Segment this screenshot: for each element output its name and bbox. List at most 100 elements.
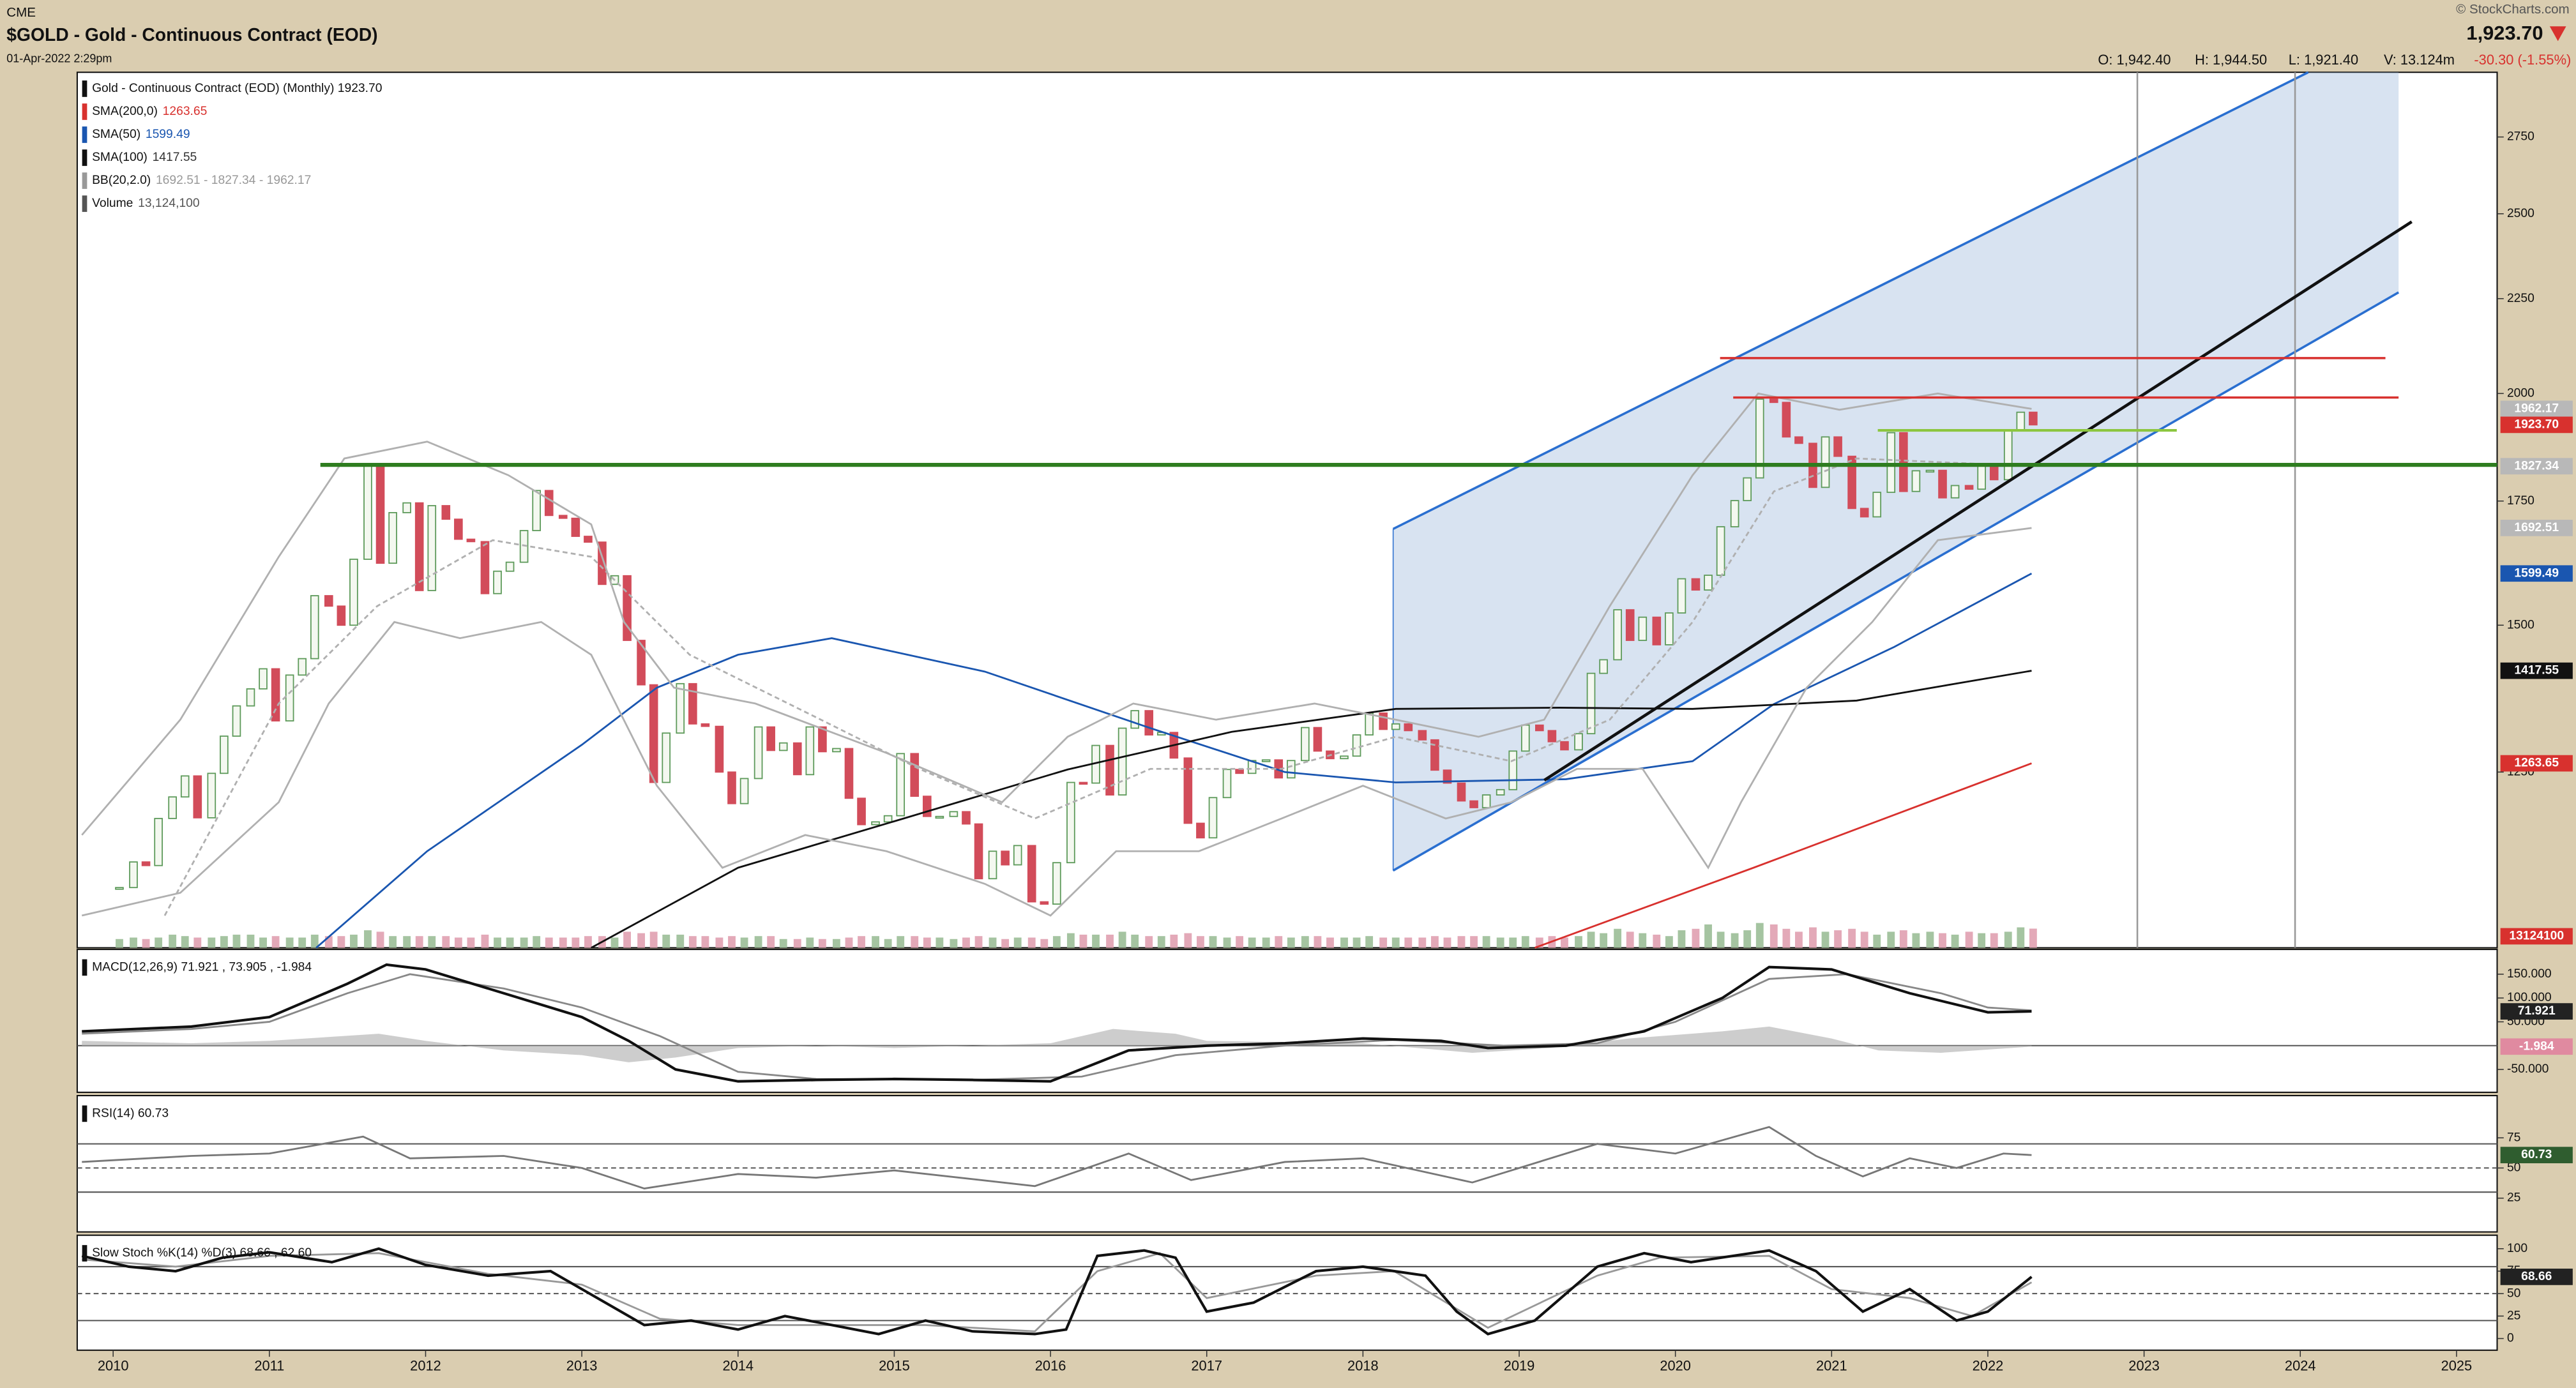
volume-bar [324, 936, 333, 948]
y-tick-label: 1500 [2507, 618, 2534, 631]
legend-value: 1263.65 [163, 105, 208, 118]
x-tick-label: 2022 [1973, 1357, 2004, 1373]
candle [193, 775, 202, 818]
volume-bar [688, 936, 697, 948]
volume-bar [415, 936, 423, 948]
x-tick-label: 2013 [566, 1357, 598, 1373]
volume-bar [1951, 934, 1959, 948]
candle [598, 541, 607, 585]
volume-bar [1340, 937, 1348, 948]
candle [754, 726, 763, 780]
legend-swatch [82, 172, 87, 189]
candle [1899, 432, 1908, 492]
copyright: © StockCharts.com [2456, 2, 2570, 17]
exchange: CME [6, 5, 36, 20]
volume-bar [1626, 932, 1634, 948]
volume-bar [1834, 930, 1842, 948]
candle [832, 748, 841, 753]
candle [129, 861, 138, 889]
volume-bar [793, 939, 801, 948]
volume-bar [2017, 927, 2025, 948]
volume-bar [754, 936, 762, 948]
x-tick-label: 2010 [98, 1357, 129, 1373]
candle [1547, 730, 1557, 743]
volume-bar [1052, 936, 1061, 948]
change: -30.30 (-1.55%) [2474, 52, 2571, 68]
indicator-line [81, 527, 2032, 917]
candle [220, 735, 229, 774]
y-tick-label: 0 [2507, 1332, 2514, 1345]
candle [259, 668, 268, 690]
value-box [2500, 1147, 2573, 1163]
value-box [2500, 520, 2573, 536]
volume-bar [1223, 937, 1231, 948]
volume-bar [155, 937, 163, 948]
candle [1418, 730, 1427, 741]
y-tick-label: 25 [2507, 1191, 2520, 1205]
candle [1222, 769, 1232, 799]
candle [584, 536, 593, 543]
symbol-title: $GOLD - Gold - Continuous Contract (EOD) [6, 24, 377, 45]
candle [676, 683, 685, 734]
volume-bar [845, 937, 853, 948]
candle [766, 726, 775, 751]
indicator-line [81, 1247, 2033, 1336]
volume-bar [1731, 933, 1739, 948]
candle [1925, 469, 1935, 473]
volume-box [2500, 928, 2573, 945]
candle [727, 771, 736, 804]
volume-bar [1248, 937, 1256, 948]
candle [871, 821, 880, 826]
volume-bar [1561, 937, 1568, 948]
candle [988, 850, 997, 880]
candle [922, 796, 932, 817]
candle [1574, 733, 1583, 751]
x-tick-label: 2015 [879, 1357, 910, 1373]
candle [1665, 612, 1674, 645]
volume-bar [1899, 930, 1907, 948]
volume-bar [1575, 936, 1582, 948]
volume-bar [1092, 934, 1100, 948]
y-tick-label: 2750 [2507, 130, 2534, 144]
y-tick-label: 25 [2507, 1309, 2520, 1322]
candle [1938, 469, 1947, 499]
volume-bar [1262, 937, 1270, 948]
volume-bar [832, 939, 840, 948]
candle [388, 512, 397, 564]
volume-bar [1782, 928, 1791, 948]
volume-bar [364, 930, 372, 948]
volume-bar [545, 937, 553, 948]
y-tick-label: 2500 [2507, 207, 2534, 220]
volume-bar [1743, 930, 1752, 948]
y-tick-label: 100 [2507, 1242, 2527, 1255]
candle [1821, 436, 1830, 488]
legend-label: SMA(100) [92, 151, 148, 164]
volume-bar [220, 936, 228, 948]
volume-bar [1848, 928, 1856, 948]
panel-legend: Slow Stoch %K(14) %D(3) 68.66 , 62.60 [92, 1246, 312, 1260]
candle [1599, 659, 1608, 674]
volume-bar [1404, 937, 1413, 948]
candle [1301, 727, 1310, 762]
y-tick-label: 2250 [2507, 292, 2534, 305]
candle [466, 538, 476, 543]
volume-bar [310, 934, 319, 948]
candle [1613, 609, 1622, 661]
volume-bar [1614, 928, 1622, 948]
volume-bar [1430, 936, 1439, 948]
candle [402, 502, 411, 513]
candle [271, 668, 280, 722]
volume-bar [1990, 933, 1998, 948]
candle [1520, 724, 1530, 752]
candle [1208, 797, 1218, 839]
x-tick-label: 2020 [1660, 1357, 1691, 1373]
volume-bar [169, 934, 177, 948]
value-box-label: 1962.17 [2514, 402, 2559, 416]
volume-bar [271, 936, 280, 948]
indicator-line [591, 670, 2032, 949]
value-box [2500, 458, 2573, 475]
volume-bar [1926, 932, 1934, 948]
channel-fill [1393, 72, 2399, 871]
volume-bar [858, 936, 865, 948]
